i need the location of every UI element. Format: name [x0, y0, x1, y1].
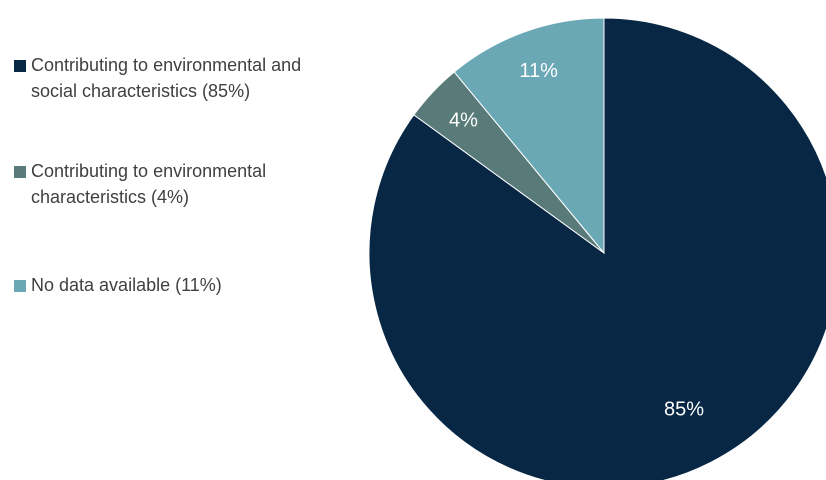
legend-swatch-no-data — [14, 280, 26, 292]
pie-slice-labels: 85% 4% 11% — [449, 60, 704, 420]
legend-label-no-data: No data available (11%) — [31, 275, 222, 295]
legend-swatch-environmental-social — [14, 60, 26, 72]
legend-label-environmental-social: Contributing to environmental and social… — [31, 55, 302, 101]
pie-slice-environmental-social — [368, 17, 826, 480]
slice-label-environmental-social: 85% — [664, 398, 704, 420]
legend: Contributing to environmental and social… — [14, 52, 354, 298]
pie-slices — [368, 17, 826, 480]
pie-slice-no-data — [453, 17, 605, 255]
legend-swatch-environmental — [14, 166, 26, 178]
legend-item-no-data: No data available (11%) — [14, 272, 354, 298]
slice-label-no-data: 11% — [519, 60, 558, 82]
slice-label-environmental: 4% — [449, 109, 478, 131]
legend-label-environmental: Contributing to environmental characteri… — [31, 161, 267, 207]
legend-item-environmental: Contributing to environmental characteri… — [14, 158, 354, 210]
legend-item-environmental-social: Contributing to environmental and social… — [14, 52, 354, 104]
